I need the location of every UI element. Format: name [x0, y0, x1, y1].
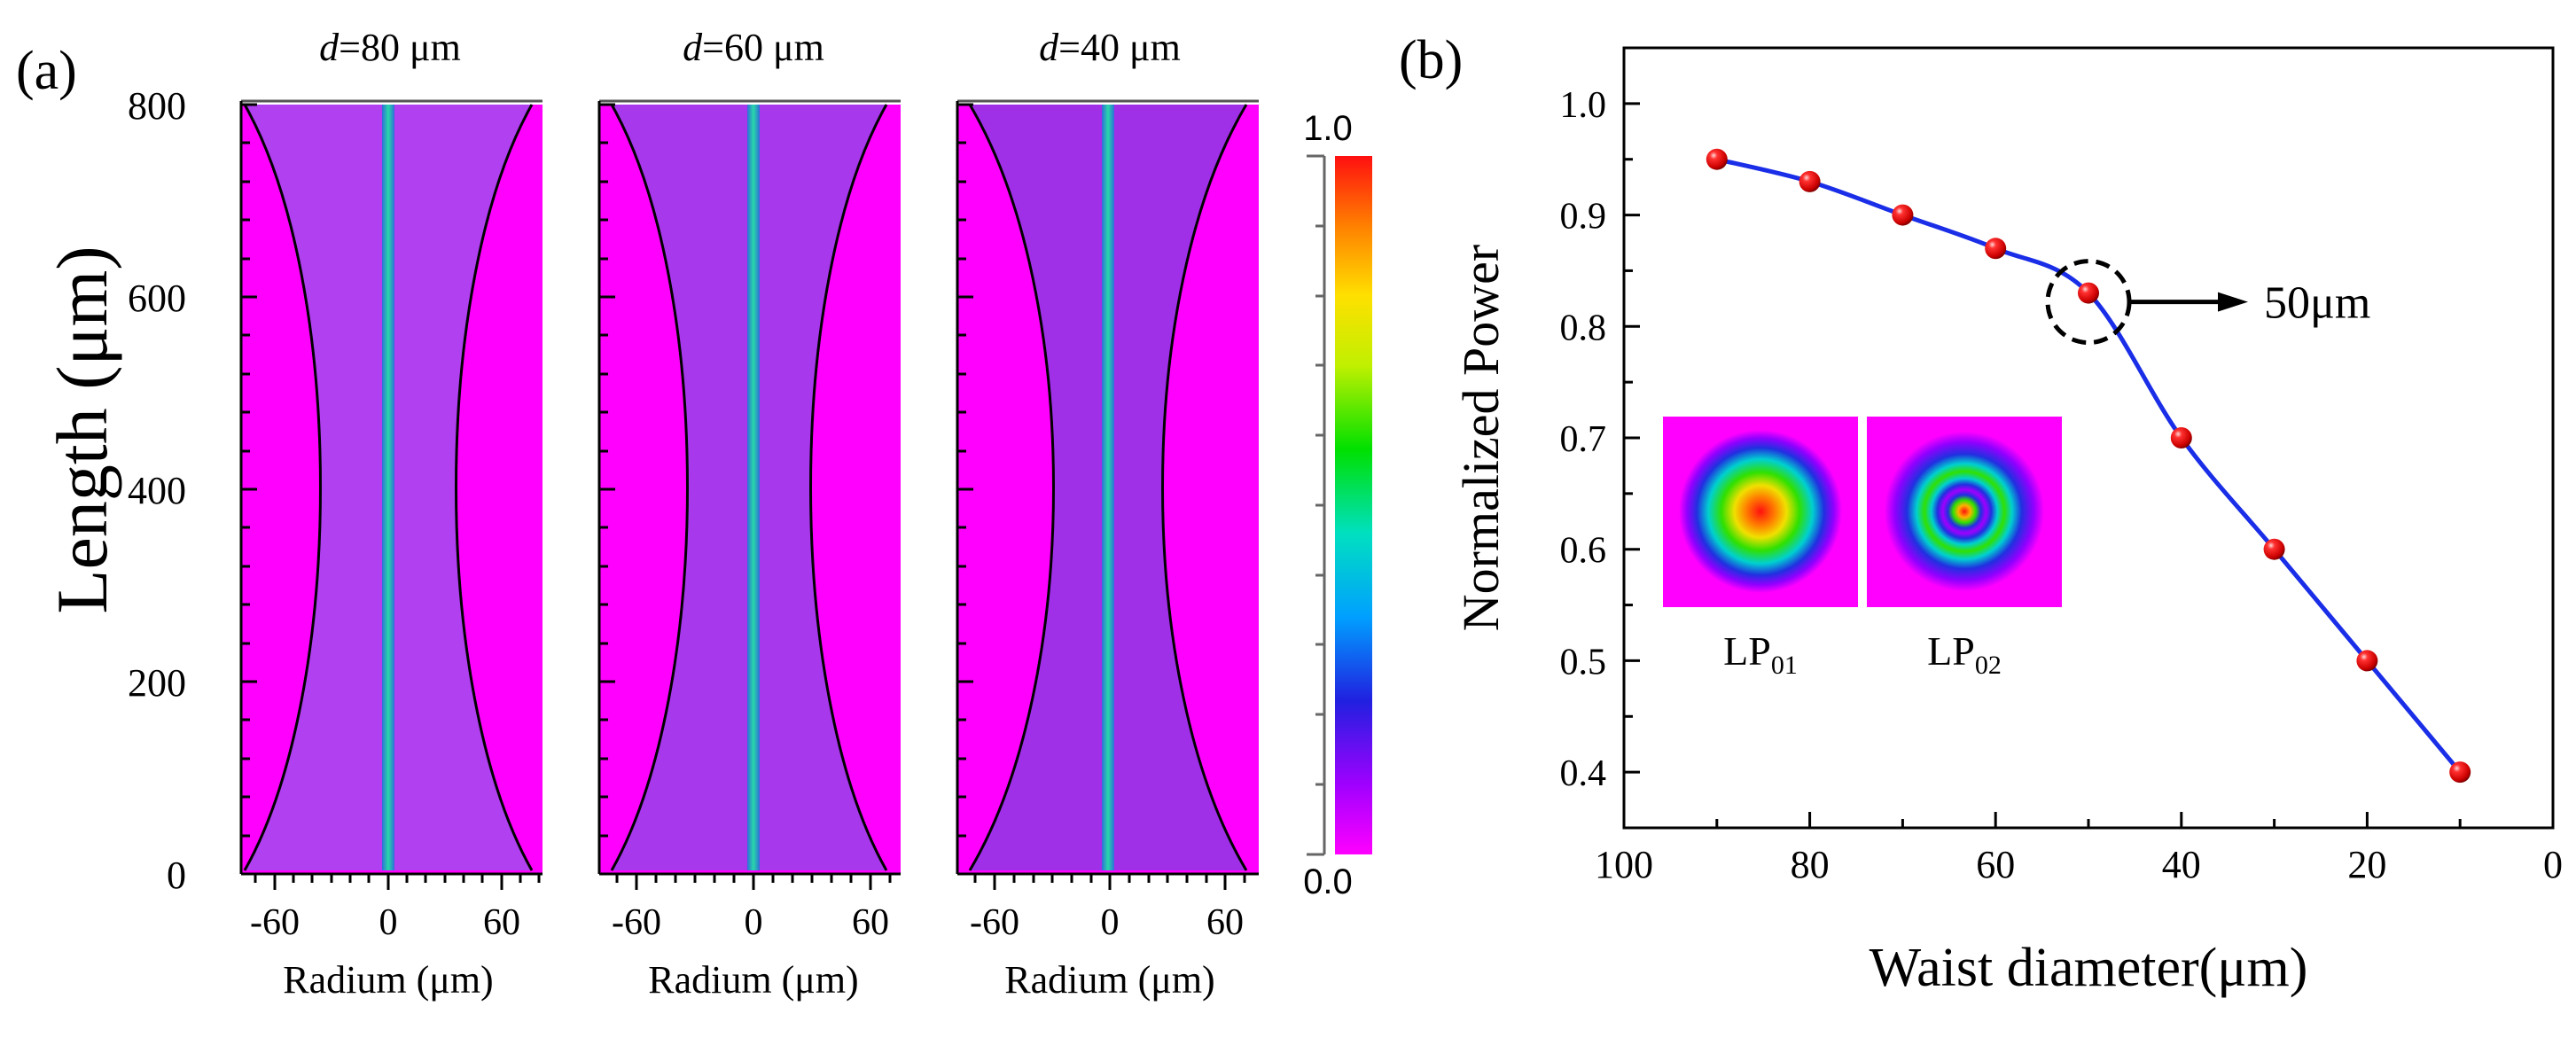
taper-boundary-left — [968, 104, 1055, 871]
mode-inset-lp01: LP01 — [1663, 417, 1858, 680]
xtick-label: 60 — [483, 902, 520, 943]
fiber-core — [1102, 105, 1114, 870]
xtick-label: 0 — [745, 902, 763, 943]
fiber-core — [747, 105, 760, 870]
y-tick-label: 0.7 — [1560, 419, 1607, 460]
colorbar-max-label: 1.0 — [1303, 109, 1353, 148]
subplot-xlabel: Radium (μm) — [648, 958, 858, 1002]
xtick-label: 0 — [1101, 902, 1120, 943]
panel-a-ytick-label: 400 — [128, 469, 186, 512]
panel-b-axes: 100 80 60 40 20 0 0.4 0.5 0.6 0.7 0.8 0.9 1.0 — [1560, 85, 2564, 886]
taper-boundary-right — [809, 104, 888, 871]
data-point — [1985, 238, 2007, 260]
inset-label: LP02 — [1927, 628, 2002, 680]
data-point — [1799, 170, 1821, 192]
panel-a-ytick-label: 800 — [128, 84, 186, 128]
subplot-title: d=60 μm — [683, 26, 824, 69]
subplot-title-var: d — [683, 26, 703, 69]
subplot-title-value: =60 μm — [702, 26, 824, 69]
inset-label-main: LP — [1927, 628, 1975, 674]
xtick-label: -60 — [250, 902, 300, 943]
x-tick-label: 60 — [1976, 843, 2015, 886]
series-markers — [1706, 148, 2471, 784]
taper-boundary-right — [455, 104, 534, 871]
inset-label-sub: 01 — [1771, 651, 1798, 680]
x-tick-label: 20 — [2347, 843, 2386, 886]
subplot-title-var: d — [1039, 26, 1059, 69]
ticks — [241, 103, 541, 890]
subplot-d60: d=60 μm -60 0 60 Radium (μm) — [597, 26, 901, 1002]
colorbar-min-label: 0.0 — [1303, 862, 1353, 901]
xtick-label: 60 — [852, 902, 889, 943]
y-tick-label: 0.9 — [1560, 197, 1607, 238]
taper-boundary-left — [243, 104, 322, 871]
panel-b-xlabel: Waist diameter(μm) — [1870, 938, 2308, 998]
subplot-title: d=40 μm — [1039, 26, 1181, 69]
y-tick-label: 0.6 — [1560, 531, 1607, 572]
data-point — [2170, 427, 2192, 448]
x-tick-label: 40 — [2162, 843, 2201, 886]
xtick-label: 0 — [379, 902, 398, 943]
data-point — [2078, 282, 2099, 304]
data-point — [2263, 538, 2285, 560]
subplot-d80: d=80 μm -60 0 60 Radium (μm) — [239, 26, 543, 1002]
lp01-mode-profile — [1679, 430, 1842, 593]
data-point — [2449, 761, 2471, 784]
colorbar-ticks — [1307, 154, 1324, 856]
fiber-core — [382, 105, 394, 870]
panel-a-yaxis: 0 200 400 600 800 — [128, 84, 186, 897]
panel-a-ytick-label: 0 — [167, 854, 186, 897]
subplot-xlabel: Radium (μm) — [283, 958, 493, 1002]
colorbar-gradient — [1335, 156, 1372, 854]
highlight-circle — [2045, 259, 2132, 346]
y-tick-label: 0.8 — [1560, 308, 1607, 348]
xtick-label: -60 — [612, 902, 661, 943]
mode-inset-lp02: LP02 — [1867, 417, 2062, 680]
panel-b-label: (b) — [1399, 30, 1463, 90]
ticks — [599, 103, 892, 890]
panel-a-label: (a) — [16, 41, 77, 101]
inset-label: LP01 — [1723, 628, 1798, 680]
panel-b-ylabel: Normalized Power — [1452, 245, 1510, 631]
subplot-title-value: =80 μm — [339, 26, 461, 69]
xtick-label: -60 — [970, 902, 1019, 943]
panel-a-ylabel: Length (μm) — [42, 246, 122, 613]
inset-label-main: LP — [1723, 628, 1771, 674]
colorbar: 1.0 0.0 — [1303, 109, 1372, 901]
x-tick-label: 80 — [1791, 843, 1830, 886]
ticks — [957, 103, 1246, 890]
x-tick-label: 0 — [2543, 843, 2563, 886]
subplot-title-var: d — [319, 26, 340, 69]
y-tick-label: 0.5 — [1560, 642, 1607, 682]
data-point — [1892, 204, 1914, 226]
panel-b-plot: 100 80 60 40 20 0 0.4 0.5 0.6 0.7 0.8 0.9 1.0 Normal… — [1452, 46, 2564, 998]
data-point — [2356, 650, 2378, 672]
x-tick-label: 100 — [1595, 843, 1653, 886]
annotation-label: 50μm — [2264, 278, 2370, 329]
panel-a-ytick-label: 200 — [128, 661, 186, 705]
y-tick-label: 0.4 — [1560, 753, 1607, 794]
taper-boundary-left — [610, 104, 689, 871]
lp02-mode-profile — [1877, 425, 2051, 598]
panel-a-ytick-label: 600 — [128, 277, 186, 320]
inset-label-sub: 02 — [1975, 651, 2002, 680]
series-line — [1716, 157, 2463, 774]
taper-boundary-right — [1161, 104, 1248, 871]
subplot-title: d=80 μm — [319, 26, 461, 69]
data-point — [1706, 148, 1728, 170]
y-tick-label: 1.0 — [1560, 85, 1607, 126]
annotation-arrowhead — [2218, 292, 2248, 312]
subplot-xlabel: Radium (μm) — [1004, 958, 1214, 1002]
subplot-title-value: =40 μm — [1058, 26, 1181, 69]
subplot-d40: d=40 μm -60 0 60 Radium (μm) — [956, 26, 1259, 1002]
xtick-label: 60 — [1206, 902, 1244, 943]
